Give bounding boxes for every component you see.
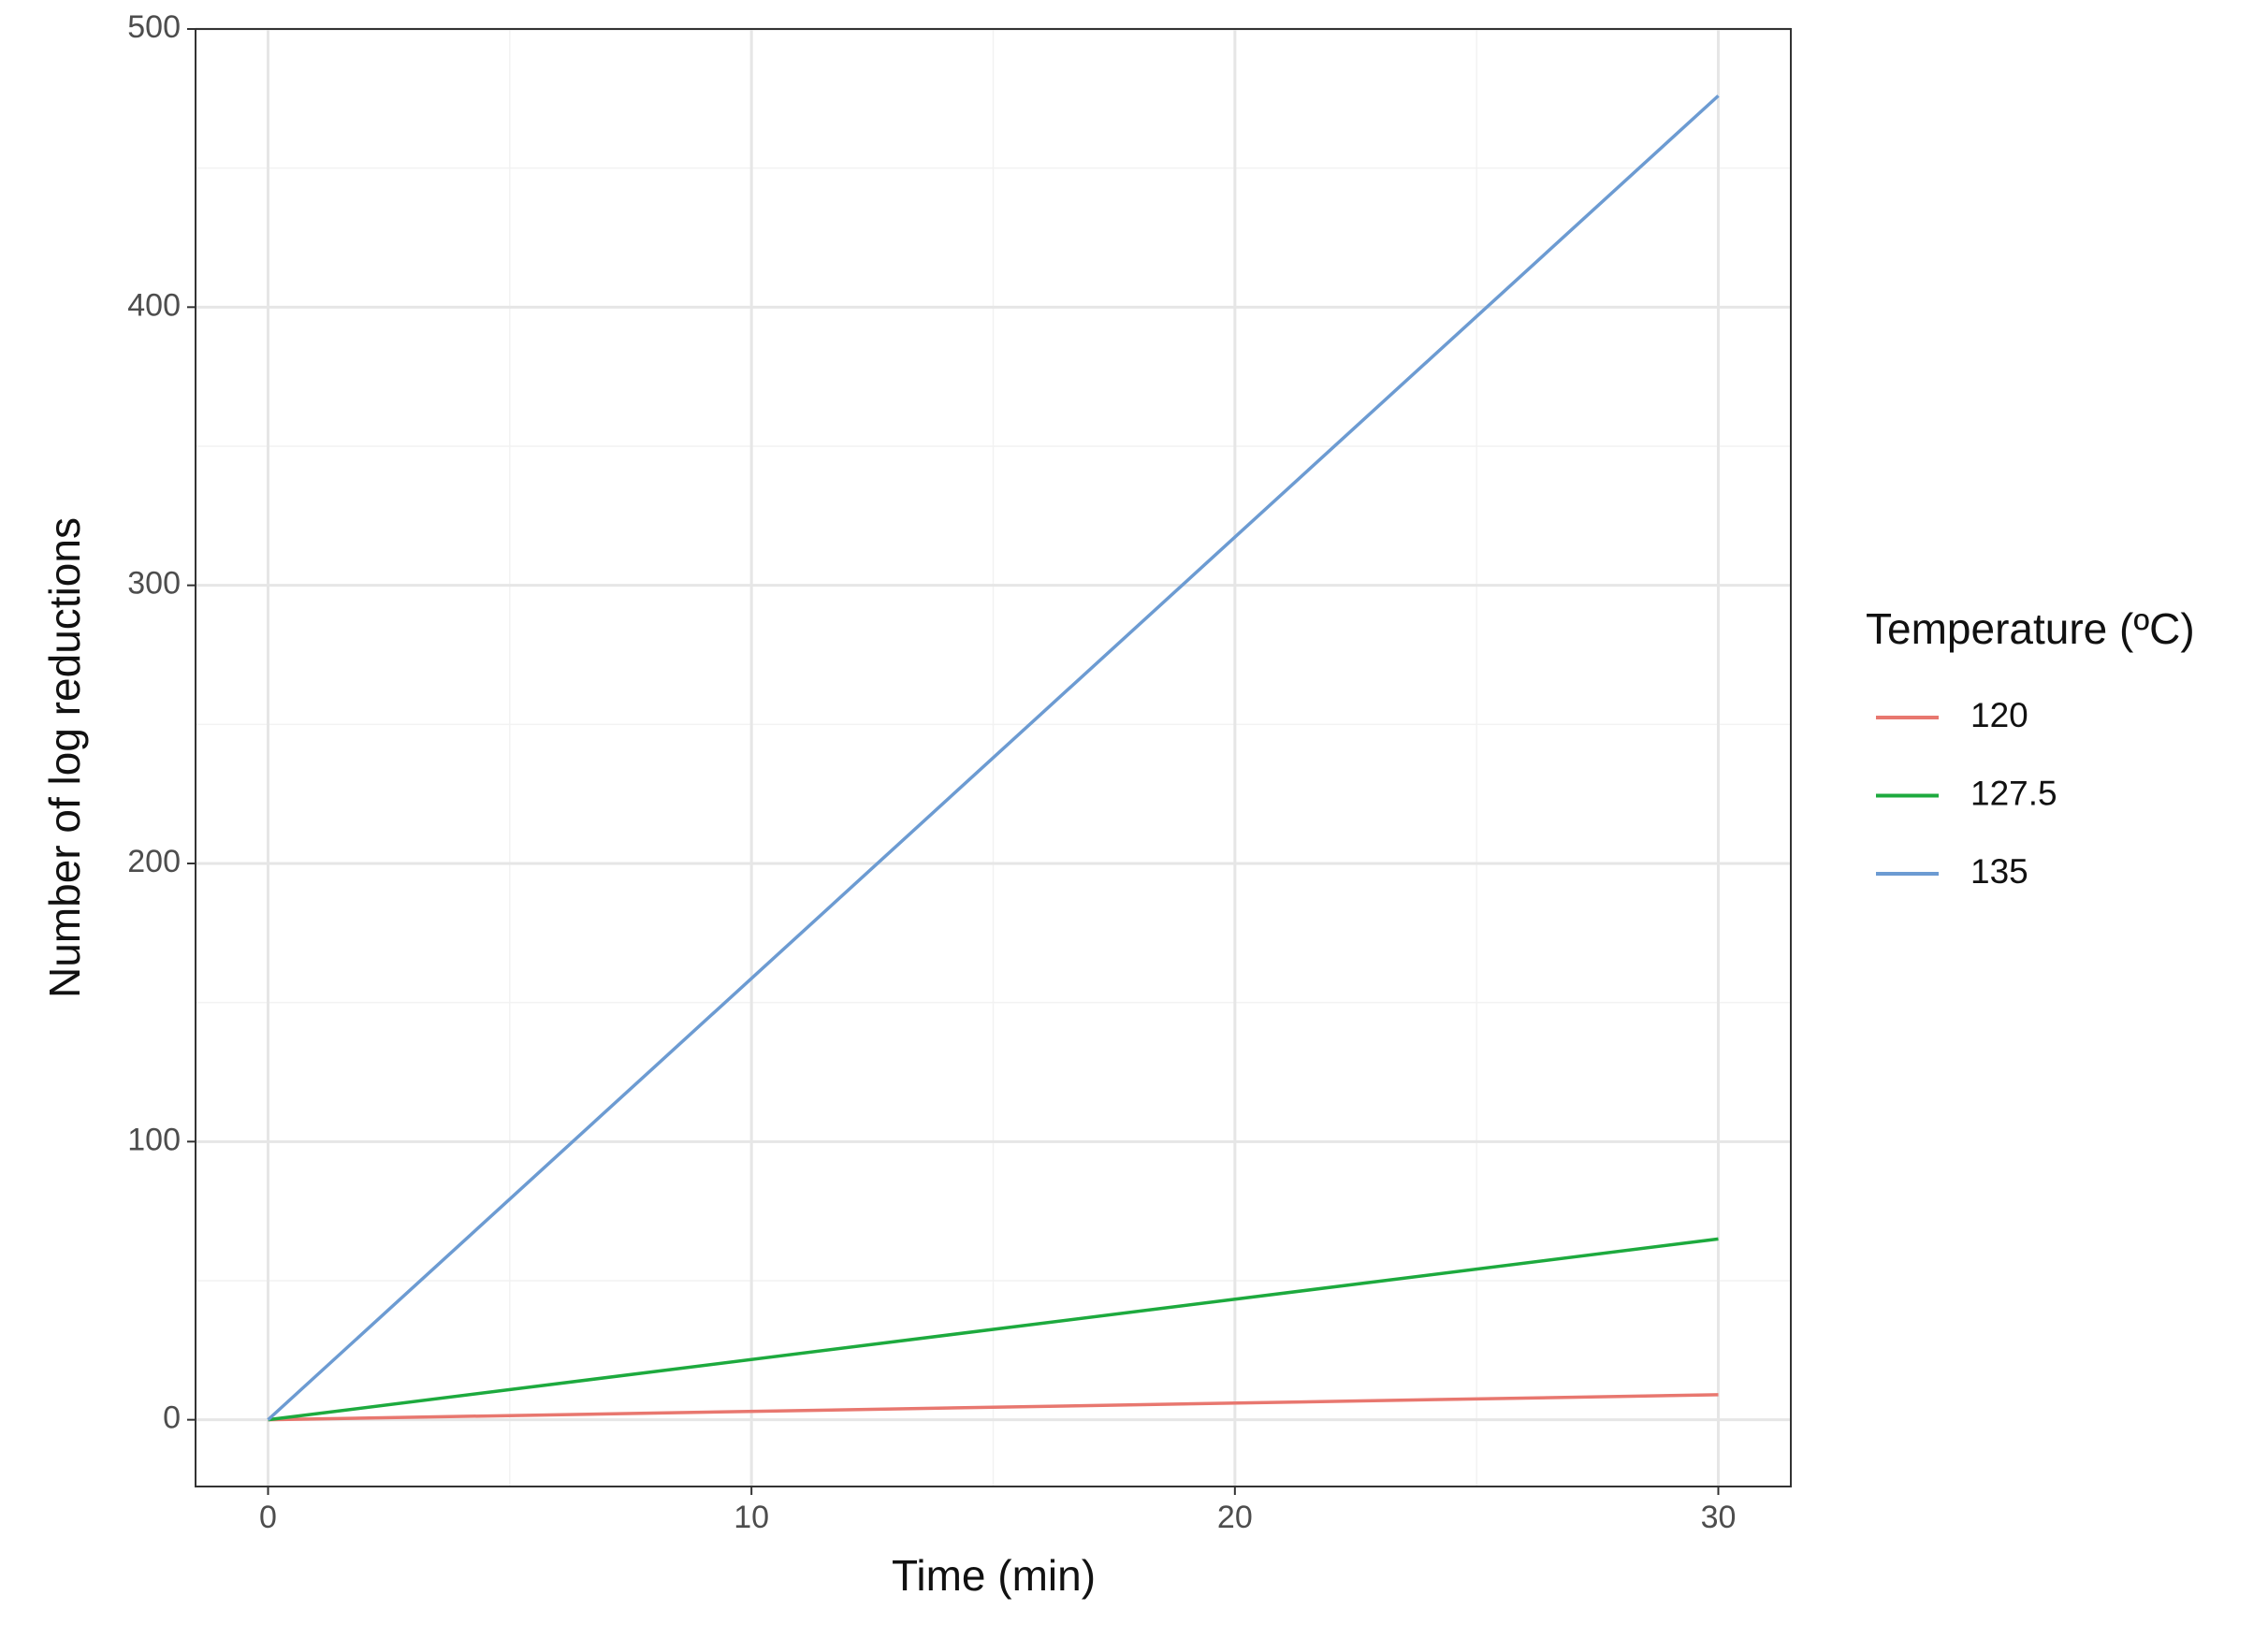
series-line — [267, 94, 1720, 1421]
legend-label: 120 — [1970, 696, 2028, 734]
x-tick-label: 0 — [259, 1500, 277, 1535]
y-tick-label: 100 — [127, 1122, 181, 1157]
y-tick-label: 500 — [127, 9, 181, 45]
series-line — [268, 1393, 1719, 1422]
panel-border — [195, 28, 1792, 1487]
x-tick-label: 30 — [1701, 1500, 1737, 1535]
series-line — [268, 1237, 1719, 1422]
legend-title: Temperature (ºC) — [1866, 604, 2195, 653]
y-tick-label: 0 — [163, 1400, 181, 1436]
x-tick-label: 20 — [1217, 1500, 1253, 1535]
x-axis-title: Time (min) — [892, 1551, 1096, 1600]
legend-label: 127.5 — [1970, 774, 2057, 812]
y-tick-label: 300 — [127, 566, 181, 602]
y-axis-title: Number of log reductions — [40, 517, 89, 998]
y-tick-label: 200 — [127, 844, 181, 879]
legend-label: 135 — [1970, 852, 2028, 891]
x-tick-label: 10 — [734, 1500, 769, 1535]
y-tick-label: 400 — [127, 287, 181, 323]
